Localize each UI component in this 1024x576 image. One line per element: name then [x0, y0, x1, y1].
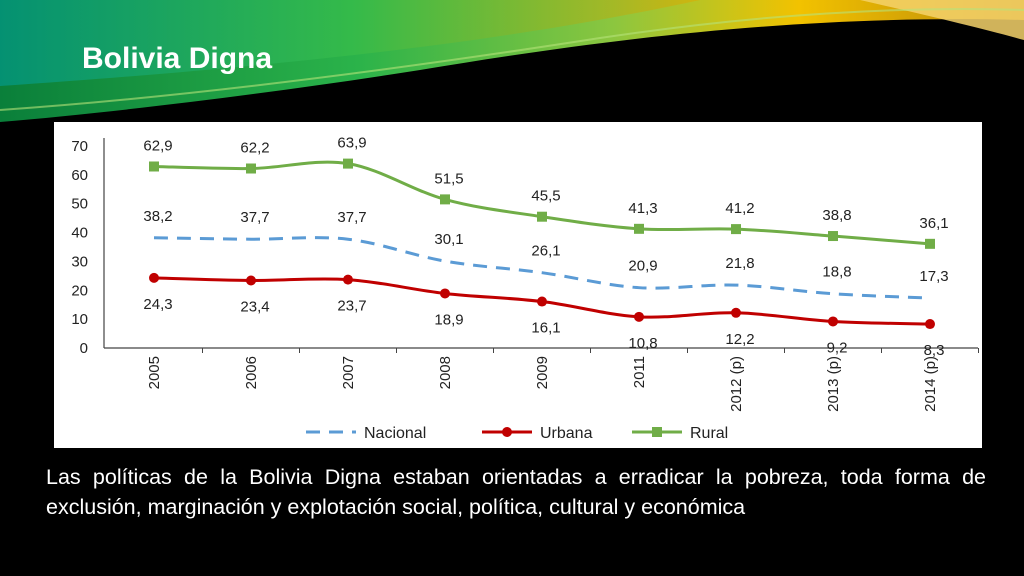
- data-label-rural: 62,9: [143, 137, 172, 154]
- data-label-urbana: 8,3: [924, 342, 945, 359]
- data-label-nacional: 17,3: [919, 268, 948, 285]
- legend-label-nacional: Nacional: [364, 425, 426, 442]
- x-tick-label: 2009: [534, 356, 551, 389]
- data-point-urbana: [440, 288, 450, 299]
- series-line-nacional: [153, 236, 931, 300]
- data-label-urbana: 16,1: [531, 320, 560, 337]
- data-label-rural: 45,5: [531, 188, 560, 205]
- data-point-rural: [440, 194, 450, 205]
- data-point-rural: [149, 161, 159, 172]
- data-label-rural: 62,2: [240, 140, 269, 157]
- x-tick-label: 2007: [340, 356, 357, 389]
- data-point-urbana: [343, 274, 353, 285]
- banner-wave-highlight: [0, 0, 700, 86]
- y-tick-label: 0: [80, 340, 88, 357]
- banner-wave-line: [0, 8, 1024, 111]
- data-point-rural: [634, 223, 644, 234]
- data-point-rural: [731, 224, 741, 235]
- chart-panel: 0 10 20 30 40 50 60 70 2005 2006 2007 2008 2009 2011 2…: [54, 122, 982, 448]
- data-label-nacional: 37,7: [337, 209, 366, 226]
- data-point-urbana: [537, 296, 547, 307]
- data-label-urbana: 10,8: [628, 335, 657, 352]
- data-point-urbana: [925, 319, 935, 330]
- data-point-rural: [343, 158, 353, 169]
- data-label-nacional: 20,9: [628, 258, 657, 275]
- data-label-nacional: 30,1: [434, 231, 463, 248]
- x-tick-label: 2013 (p): [825, 356, 842, 412]
- legend-marker-rural: [652, 427, 662, 437]
- y-tick-label: 50: [71, 196, 88, 213]
- x-tick-label: 2011: [631, 356, 648, 388]
- data-point-urbana: [149, 272, 159, 283]
- legend-label-rural: Rural: [690, 425, 728, 442]
- x-tick-label: 2006: [243, 356, 260, 389]
- body-paragraph: Las políticas de la Bolivia Digna estaba…: [46, 465, 986, 519]
- data-label-urbana: 9,2: [827, 339, 848, 356]
- data-label-nacional: 18,8: [822, 264, 851, 281]
- data-label-urbana: 24,3: [143, 296, 172, 313]
- data-label-rural: 63,9: [337, 135, 366, 152]
- data-label-nacional: 38,2: [143, 208, 172, 225]
- x-tick-label: 2005: [146, 356, 163, 389]
- data-label-rural: 36,1: [919, 215, 948, 232]
- data-label-rural: 38,8: [822, 207, 851, 224]
- data-point-rural: [828, 231, 838, 242]
- data-point-urbana: [828, 316, 838, 327]
- data-point-rural: [246, 163, 256, 174]
- data-label-nacional: 21,8: [725, 255, 754, 272]
- y-tick-label: 30: [71, 253, 88, 270]
- x-tick-label: 2014 (p): [922, 356, 939, 412]
- x-tick-label: 2008: [437, 356, 454, 389]
- data-point-rural: [925, 238, 935, 249]
- legend-label-urbana: Urbana: [540, 425, 593, 442]
- decorative-banner: [0, 0, 1024, 122]
- slide-title: Bolivia Digna: [82, 42, 273, 75]
- y-tick-label: 10: [71, 311, 88, 328]
- y-tick-label: 70: [71, 138, 88, 155]
- data-label-rural: 41,2: [725, 200, 754, 217]
- data-point-urbana: [246, 275, 256, 286]
- legend-marker-urbana: [502, 427, 512, 437]
- data-point-rural: [537, 211, 547, 222]
- data-point-urbana: [634, 311, 644, 322]
- y-tick-label: 60: [71, 167, 88, 184]
- data-label-urbana: 23,7: [337, 298, 366, 315]
- data-point-urbana: [731, 307, 741, 318]
- x-tick-label: 2012 (p): [728, 356, 745, 412]
- y-tick-label: 40: [71, 225, 88, 242]
- data-label-rural: 51,5: [434, 170, 463, 187]
- data-label-urbana: 12,2: [725, 331, 754, 348]
- data-label-nacional: 26,1: [531, 243, 560, 260]
- data-label-urbana: 18,9: [434, 311, 463, 328]
- data-label-urbana: 23,4: [240, 298, 269, 315]
- y-tick-label: 20: [71, 282, 88, 299]
- poverty-line-chart: 0 10 20 30 40 50 60 70 2005 2006 2007 2008 2009 2011 2…: [71, 135, 979, 442]
- data-label-rural: 41,3: [628, 200, 657, 217]
- data-label-nacional: 37,7: [240, 209, 269, 226]
